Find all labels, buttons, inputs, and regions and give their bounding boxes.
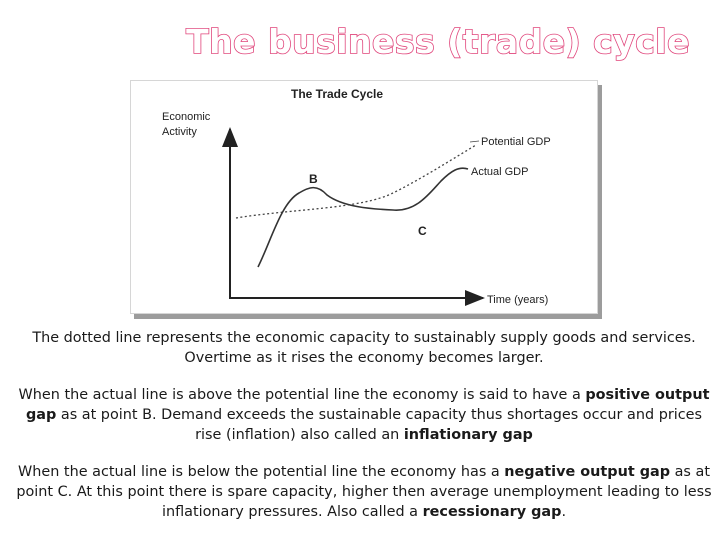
recessionary-gap-term: recessionary gap xyxy=(422,504,562,520)
inflationary-gap-term: inflationary gap xyxy=(403,427,533,443)
negative-output-gap-term: negative output gap xyxy=(504,464,671,480)
paragraph-positive-gap: When the actual line is above the potent… xyxy=(14,385,714,445)
paragraph-1-text: The dotted line represents the economic … xyxy=(32,330,696,366)
paragraph-negative-gap: When the actual line is below the potent… xyxy=(14,462,714,522)
x-axis-label: Time (years) xyxy=(487,294,548,306)
point-b-label: B xyxy=(309,172,318,186)
potential-gdp-leader xyxy=(469,140,480,143)
slide-title: The business (trade) cycle xyxy=(185,21,690,62)
paragraph-2-text-a: When the actual line is above the potent… xyxy=(18,387,586,403)
legend-actual-gdp: Actual GDP xyxy=(471,166,528,178)
trade-cycle-diagram: The Trade Cycle Economic Activity Time (… xyxy=(162,87,551,306)
paragraph-3-text-a: When the actual line is below the potent… xyxy=(18,464,505,480)
trade-cycle-figure: The Trade Cycle Economic Activity Time (… xyxy=(130,80,598,314)
point-c-label: C xyxy=(418,224,427,238)
y-axis-label-line2: Activity xyxy=(162,126,197,138)
legend-potential-gdp: Potential GDP xyxy=(481,136,551,148)
y-axis-label-line1: Economic xyxy=(162,111,211,123)
paragraph-3-text-e: . xyxy=(561,504,567,520)
actual-gdp-line xyxy=(257,167,469,268)
positive-output-gap-term: positive output gap xyxy=(25,387,710,423)
paragraph-2-text-c: as at point B. Demand exceeds the sustai… xyxy=(56,407,703,443)
chart-title: The Trade Cycle xyxy=(291,87,383,101)
paragraph-dotted-line: The dotted line represents the economic … xyxy=(14,328,714,368)
paragraph-3-text-c: as at point C. At this point there is sp… xyxy=(16,464,712,520)
